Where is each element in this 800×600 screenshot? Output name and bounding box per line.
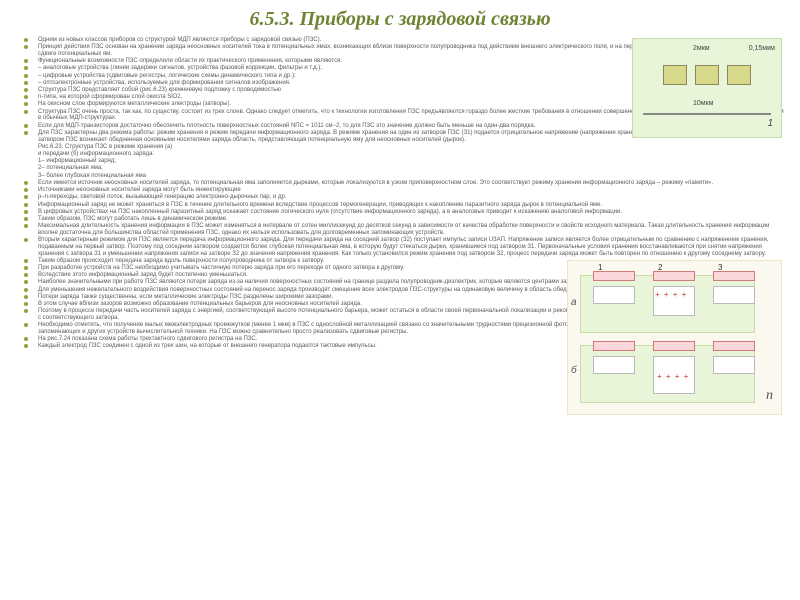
bullet-item: Если имеется источник неосновных носител… bbox=[34, 180, 784, 187]
dim-2mkm: 2мкм bbox=[693, 45, 710, 52]
figure-top-structure: 2мкм 0,15мкм 10мкм 1 bbox=[632, 38, 782, 138]
figure-side-modes: a б n 1 2 3 + + + + + + + + bbox=[567, 260, 782, 415]
potential-well bbox=[713, 286, 755, 304]
page: 6.5.3. Приборы с зарядовой связью Одним … bbox=[0, 0, 800, 600]
potential-well bbox=[593, 286, 635, 304]
panel-label-b: б bbox=[571, 365, 577, 376]
electrode bbox=[713, 341, 755, 351]
bullet-item: p–n-переходы, световой поток, вызывающий… bbox=[34, 194, 784, 201]
dim-015mkm: 0,15мкм bbox=[749, 45, 775, 52]
electrode bbox=[653, 271, 695, 281]
dimension-bar bbox=[643, 113, 771, 115]
bullet-item: В цифровых устройствах на ПЗС накопленны… bbox=[34, 209, 784, 216]
electrode-pad bbox=[663, 65, 687, 85]
figure-caption-block: Рис.6.23. Структура ПЗС в режиме хранени… bbox=[16, 144, 784, 180]
fig-num-1: 1 bbox=[767, 118, 773, 129]
electrode-pad bbox=[727, 65, 751, 85]
electrode bbox=[593, 271, 635, 281]
panel-a: + + + + bbox=[580, 275, 755, 333]
legend-3: 3– более глубокая потенциальная яма bbox=[34, 173, 784, 180]
fig-caption-2: и передачи (б) информационного заряда: bbox=[34, 151, 784, 158]
potential-well bbox=[593, 356, 635, 374]
bullet-item: Максимальная длительность хранения инфор… bbox=[34, 223, 784, 236]
panel-label-a: a bbox=[571, 297, 577, 308]
electrode bbox=[653, 341, 695, 351]
electrode bbox=[713, 271, 755, 281]
charge-symbols: + + + + bbox=[657, 372, 689, 381]
bullet-item: Источниками неосновных носителей заряда … bbox=[34, 187, 784, 194]
charge-symbols: + + + + bbox=[655, 290, 687, 299]
page-title: 6.5.3. Приборы с зарядовой связью bbox=[16, 8, 784, 31]
legend-1: 1– информационный заряд; bbox=[34, 158, 784, 165]
fig-caption: Рис.6.23. Структура ПЗС в режиме хранени… bbox=[34, 144, 784, 151]
panel-b: + + + + bbox=[580, 345, 755, 403]
bullet-item: Информационный заряд не может храниться … bbox=[34, 202, 784, 209]
potential-well bbox=[713, 356, 755, 374]
legend-2: 2– потенциальная яма; bbox=[34, 165, 784, 172]
dim-10mkm: 10мкм bbox=[693, 100, 713, 107]
electrode bbox=[593, 341, 635, 351]
bullet-item: Таким образом, ПЗС могут работать лишь в… bbox=[34, 216, 784, 223]
substrate-label-n: n bbox=[766, 388, 773, 404]
bullet-item: Вторым характерным режимом для ПЗС являе… bbox=[34, 237, 784, 257]
electrode-pad bbox=[695, 65, 719, 85]
